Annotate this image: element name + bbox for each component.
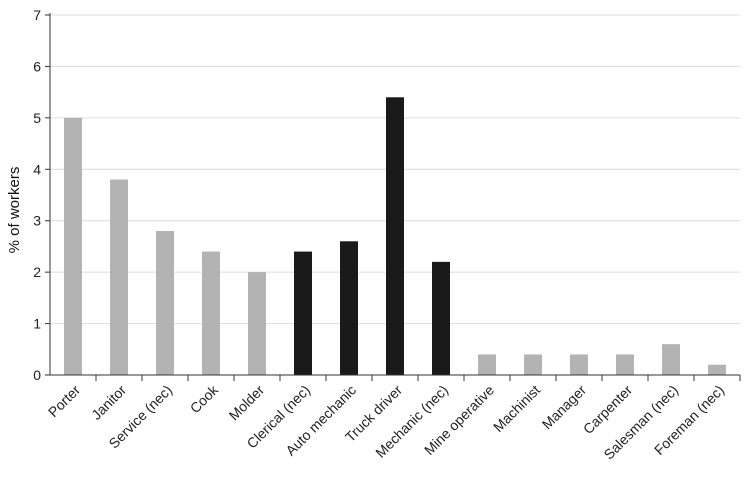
bar	[156, 231, 174, 375]
x-tick-label: Porter	[45, 382, 84, 421]
bar	[662, 344, 680, 375]
y-tick-label: 5	[33, 110, 41, 126]
y-tick-label: 3	[33, 213, 41, 229]
x-tick-label: Molder	[226, 382, 268, 424]
y-tick-label: 0	[33, 367, 41, 383]
bar	[248, 272, 266, 375]
y-tick-label: 1	[33, 316, 41, 332]
bar	[524, 354, 542, 375]
bar	[202, 251, 220, 375]
bar	[570, 354, 588, 375]
y-tick-label: 4	[33, 161, 41, 177]
bar	[386, 97, 404, 376]
bar	[340, 241, 358, 375]
axes	[45, 13, 741, 381]
bar	[708, 364, 726, 375]
x-tick-label: Cook	[187, 381, 222, 416]
bar	[64, 117, 82, 375]
bar	[432, 261, 450, 375]
x-tick-label: Machinist	[490, 382, 543, 435]
x-tick-label: Janitor	[88, 382, 129, 423]
y-tick-label: 2	[33, 264, 41, 280]
bars	[64, 97, 726, 376]
bar	[616, 354, 634, 375]
bar	[478, 354, 496, 375]
bar	[110, 179, 128, 375]
bar	[294, 251, 312, 375]
y-axis-title: % of workers	[6, 167, 23, 254]
y-tick-label: 7	[33, 7, 41, 23]
y-tick-label: 6	[33, 58, 41, 74]
